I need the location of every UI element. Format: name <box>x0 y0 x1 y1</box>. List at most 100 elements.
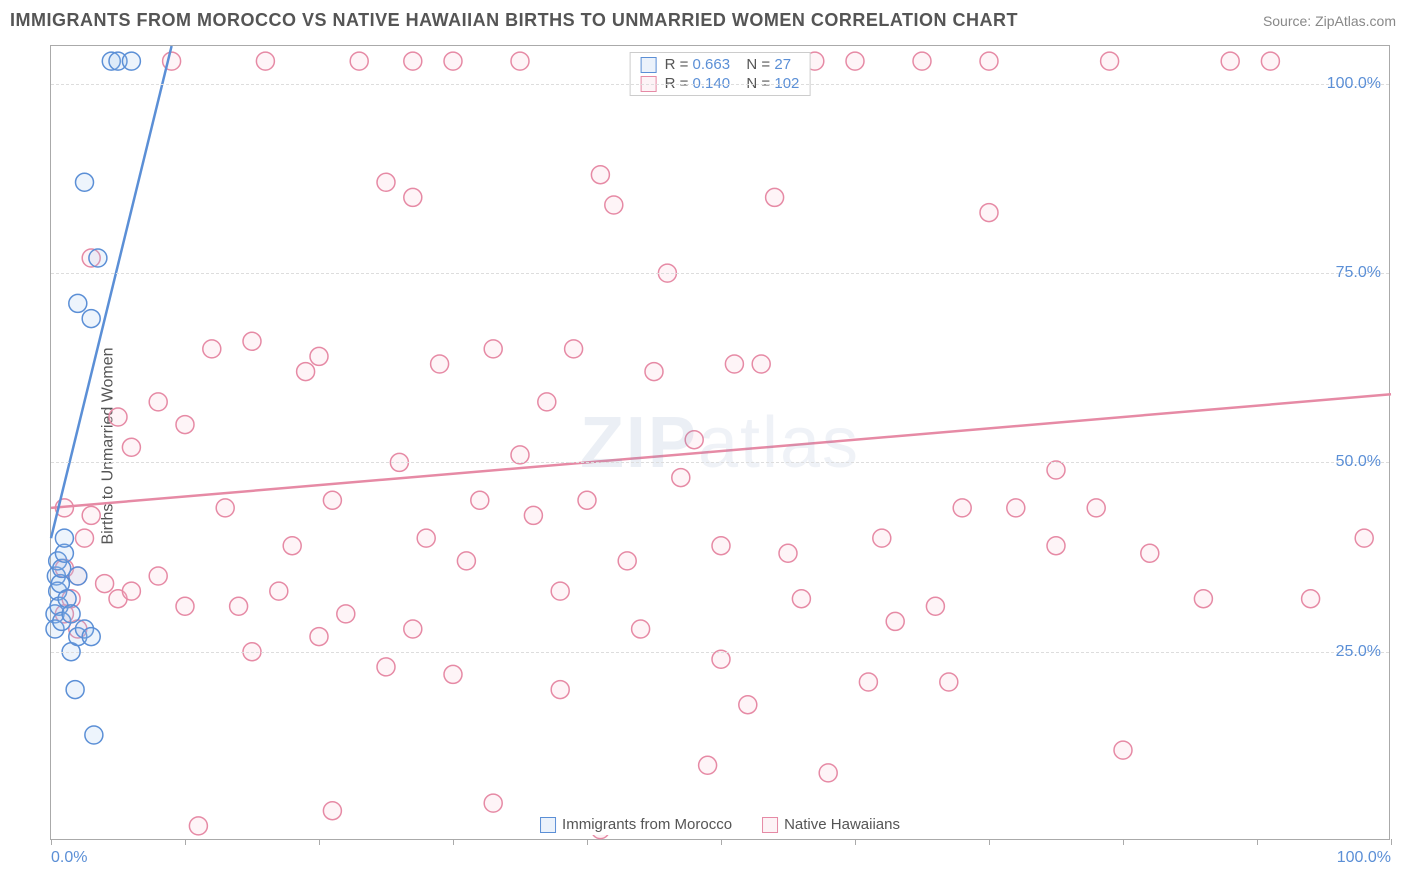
scatter-point <box>511 446 529 464</box>
scatter-point <box>417 529 435 547</box>
scatter-point <box>176 597 194 615</box>
scatter-point <box>886 612 904 630</box>
scatter-point <box>270 582 288 600</box>
scatter-point <box>1114 741 1132 759</box>
legend-swatch <box>641 57 657 73</box>
scatter-point <box>1047 537 1065 555</box>
scatter-point <box>297 363 315 381</box>
legend-series-item: Immigrants from Morocco <box>540 816 732 833</box>
scatter-point <box>82 628 100 646</box>
scatter-point <box>913 52 931 70</box>
scatter-point <box>82 506 100 524</box>
scatter-point <box>792 590 810 608</box>
scatter-point <box>591 166 609 184</box>
scatter-point <box>323 802 341 820</box>
scatter-point <box>551 582 569 600</box>
x-tick-label: 0.0% <box>51 849 87 867</box>
scatter-point <box>605 196 623 214</box>
scatter-point <box>96 575 114 593</box>
scatter-point <box>89 249 107 267</box>
trend-line <box>51 46 172 538</box>
scatter-point <box>632 620 650 638</box>
scatter-point <box>739 696 757 714</box>
scatter-point <box>846 52 864 70</box>
legend-series-item: Native Hawaiians <box>762 816 900 833</box>
scatter-point <box>699 756 717 774</box>
scatter-point <box>873 529 891 547</box>
scatter-point <box>189 817 207 835</box>
source-label: Source: ZipAtlas.com <box>1263 13 1396 29</box>
scatter-point <box>926 597 944 615</box>
grid-line <box>51 273 1389 274</box>
scatter-point <box>712 650 730 668</box>
scatter-point <box>565 340 583 358</box>
scatter-point <box>310 628 328 646</box>
scatter-point <box>672 469 690 487</box>
x-tick-mark <box>185 839 186 845</box>
scatter-point <box>766 188 784 206</box>
scatter-point <box>484 794 502 812</box>
chart-title: IMMIGRANTS FROM MOROCCO VS NATIVE HAWAII… <box>10 10 1018 31</box>
scatter-point <box>444 665 462 683</box>
scatter-point <box>457 552 475 570</box>
scatter-point <box>431 355 449 373</box>
legend-stat-row: R = 0.663 N = 27 <box>631 55 810 74</box>
scatter-point <box>69 567 87 585</box>
scatter-point <box>538 393 556 411</box>
legend-stats: R = 0.663 N = 27R = 0.140 N = 102 <box>630 52 811 96</box>
legend-n: N = 27 <box>738 56 791 73</box>
scatter-point <box>578 491 596 509</box>
scatter-point <box>122 582 140 600</box>
scatter-point <box>1047 461 1065 479</box>
scatter-point <box>283 537 301 555</box>
scatter-point <box>618 552 636 570</box>
scatter-point <box>62 605 80 623</box>
scatter-point <box>122 438 140 456</box>
scatter-point <box>85 726 103 744</box>
scatter-point <box>444 52 462 70</box>
x-tick-mark <box>855 839 856 845</box>
legend-r: R = 0.663 <box>665 56 730 73</box>
scatter-point <box>377 173 395 191</box>
grid-line <box>51 84 1389 85</box>
x-tick-mark <box>319 839 320 845</box>
scatter-point <box>1194 590 1212 608</box>
scatter-point <box>779 544 797 562</box>
scatter-point <box>1141 544 1159 562</box>
x-tick-label: 100.0% <box>1337 849 1391 867</box>
scatter-point <box>310 347 328 365</box>
scatter-point <box>511 52 529 70</box>
scatter-point <box>685 431 703 449</box>
scatter-point <box>1101 52 1119 70</box>
legend-swatch <box>762 817 778 833</box>
y-tick-label: 75.0% <box>1336 264 1381 282</box>
x-tick-mark <box>1123 839 1124 845</box>
scatter-point <box>337 605 355 623</box>
scatter-point <box>404 620 422 638</box>
scatter-point <box>524 506 542 524</box>
scatter-point <box>1221 52 1239 70</box>
scatter-point <box>1355 529 1373 547</box>
x-tick-mark <box>587 839 588 845</box>
scatter-point <box>980 52 998 70</box>
scatter-point <box>1261 52 1279 70</box>
scatter-point <box>55 529 73 547</box>
y-tick-label: 50.0% <box>1336 453 1381 471</box>
x-tick-mark <box>989 839 990 845</box>
scatter-point <box>243 332 261 350</box>
scatter-point <box>752 355 770 373</box>
scatter-point <box>819 764 837 782</box>
scatter-point <box>1087 499 1105 517</box>
scatter-point <box>377 658 395 676</box>
scatter-point <box>980 204 998 222</box>
scatter-point <box>404 188 422 206</box>
scatter-point <box>953 499 971 517</box>
scatter-point <box>82 310 100 328</box>
grid-line <box>51 462 1389 463</box>
scatter-point <box>69 294 87 312</box>
scatter-point <box>149 567 167 585</box>
scatter-point <box>176 416 194 434</box>
scatter-plot-svg <box>51 46 1389 839</box>
scatter-point <box>551 681 569 699</box>
scatter-point <box>940 673 958 691</box>
